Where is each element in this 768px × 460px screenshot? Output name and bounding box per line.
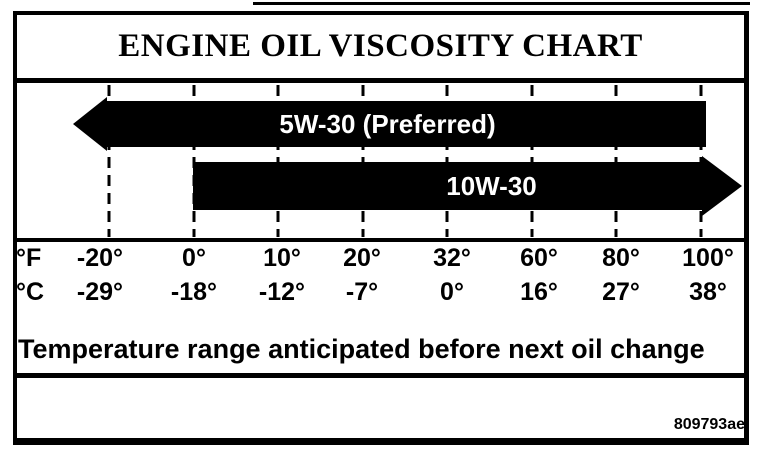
- tick-c-minus12: -12°: [258, 278, 306, 306]
- tick-c-minus18: -18°: [170, 278, 218, 306]
- tick-c-minus7: -7°: [345, 278, 379, 306]
- frame-border-right: [744, 11, 749, 445]
- figure-code: 809793ae: [673, 416, 745, 433]
- title-box: ENGINE OIL VISCOSITY CHART: [17, 15, 744, 78]
- tick-f-80: 80°: [602, 244, 640, 272]
- tick-c-minus29: -29°: [76, 278, 124, 306]
- separator-below-title: [17, 78, 744, 83]
- frame-border-left: [13, 11, 17, 445]
- tick-c-16: 16°: [520, 278, 558, 306]
- tick-f-100: 100°: [682, 244, 734, 272]
- page-title: ENGINE OIL VISCOSITY CHART: [118, 28, 643, 64]
- bar-arrow-5w30: [73, 97, 706, 151]
- tick-c-27: 27°: [602, 278, 640, 306]
- tick-c-38: 38°: [689, 278, 727, 306]
- bar-label-10w30: 10W-30: [446, 171, 537, 201]
- tick-c-0: 0°: [440, 278, 464, 306]
- tick-f-0: 0°: [182, 244, 206, 272]
- tick-f-20: 20°: [343, 244, 381, 272]
- temperature-range-note: Temperature range anticipated before nex…: [18, 334, 705, 364]
- tick-f-10: 10°: [263, 244, 301, 272]
- bar-arrow-10w30: [193, 156, 742, 216]
- tick-f-32: 32°: [433, 244, 471, 272]
- frame-border-bottom: [13, 438, 749, 445]
- separator-below-chart: [17, 238, 744, 242]
- frame-border-top: [13, 11, 749, 15]
- axis-unit-celsius: °C: [16, 278, 45, 306]
- tick-f-60: 60°: [520, 244, 558, 272]
- tick-f-minus20: -20°: [76, 244, 124, 272]
- scan-artifact-line: [253, 2, 750, 5]
- axis-unit-fahrenheit: °F: [16, 244, 42, 272]
- separator-below-note: [17, 373, 744, 378]
- bar-label-5w30: 5W-30 (Preferred): [279, 109, 496, 139]
